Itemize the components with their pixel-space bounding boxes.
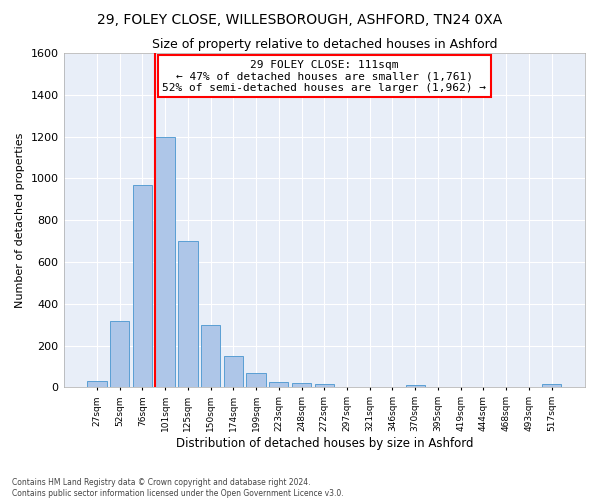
- Bar: [133, 184, 152, 388]
- Text: 29, FOLEY CLOSE, WILLESBOROUGH, ASHFORD, TN24 0XA: 29, FOLEY CLOSE, WILLESBOROUGH, ASHFORD,…: [97, 12, 503, 26]
- Text: Contains HM Land Registry data © Crown copyright and database right 2024.
Contai: Contains HM Land Registry data © Crown c…: [12, 478, 344, 498]
- Bar: [542, 384, 561, 388]
- Bar: [201, 324, 220, 388]
- Bar: [87, 381, 107, 388]
- Bar: [406, 386, 425, 388]
- Bar: [155, 136, 175, 388]
- X-axis label: Distribution of detached houses by size in Ashford: Distribution of detached houses by size …: [176, 437, 473, 450]
- Y-axis label: Number of detached properties: Number of detached properties: [15, 132, 25, 308]
- Bar: [269, 382, 289, 388]
- Bar: [110, 320, 130, 388]
- Bar: [292, 384, 311, 388]
- Bar: [224, 356, 243, 388]
- Bar: [178, 241, 197, 388]
- Bar: [247, 373, 266, 388]
- Bar: [314, 384, 334, 388]
- Title: Size of property relative to detached houses in Ashford: Size of property relative to detached ho…: [152, 38, 497, 51]
- Text: 29 FOLEY CLOSE: 111sqm
← 47% of detached houses are smaller (1,761)
52% of semi-: 29 FOLEY CLOSE: 111sqm ← 47% of detached…: [162, 60, 486, 93]
